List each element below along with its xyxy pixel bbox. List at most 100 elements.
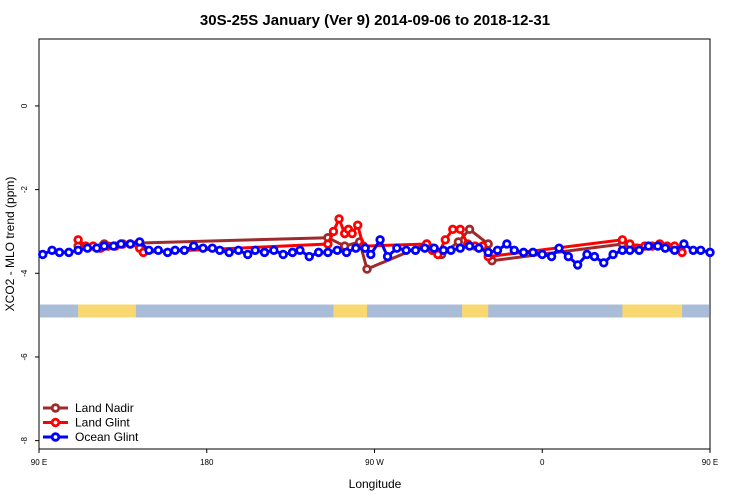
data-point-ocean-glint — [144, 245, 154, 255]
data-point-land-glint — [334, 214, 344, 224]
data-point-ocean-glint — [269, 245, 279, 255]
data-point-land-glint — [328, 226, 339, 237]
plot-area — [38, 38, 715, 450]
data-point-land-glint — [323, 239, 333, 249]
data-point-ocean-glint — [47, 245, 57, 255]
data-point-ocean-glint — [323, 247, 333, 258]
data-point-ocean-glint — [224, 247, 234, 258]
data-point-ocean-glint — [518, 247, 529, 258]
data-point-ocean-glint — [92, 243, 102, 253]
data-point-ocean-glint — [64, 247, 74, 258]
y-tick-label: -2 — [20, 186, 29, 194]
data-point-land-nadir — [362, 264, 372, 274]
data-point-ocean-glint — [38, 249, 48, 260]
data-point-ocean-glint — [189, 241, 199, 251]
data-point-ocean-glint — [528, 247, 538, 258]
legend-item-land-nadir: Land Nadir — [43, 401, 134, 415]
data-point-ocean-glint — [278, 249, 288, 260]
data-point-ocean-glint — [259, 247, 270, 258]
legend-item-ocean-glint: Ocean Glint — [43, 430, 139, 444]
data-point-land-glint — [73, 235, 83, 245]
data-point-ocean-glint — [401, 245, 411, 255]
data-point-ocean-glint — [446, 245, 456, 255]
chart-title: 30S-25S January (Ver 9) 2014-09-06 to 20… — [200, 12, 550, 29]
data-point-ocean-glint — [162, 247, 173, 258]
data-point-land-glint — [617, 235, 628, 245]
data-point-ocean-glint — [502, 239, 512, 249]
data-point-ocean-glint — [653, 241, 663, 251]
y-tick-label: -8 — [20, 437, 29, 445]
x-axis: 90 E 180 90 W 0 90 E — [31, 449, 718, 467]
data-point-ocean-glint — [438, 245, 449, 255]
data-point-ocean-glint — [546, 251, 557, 262]
data-point-ocean-glint — [483, 247, 493, 258]
x-tick-label: 90 E — [31, 458, 47, 467]
data-point-ocean-glint — [366, 249, 376, 260]
data-point-land-glint — [347, 228, 357, 239]
y-axis: 0 -2 -4 -6 -8 — [20, 103, 39, 444]
data-point-ocean-glint — [170, 245, 180, 255]
data-point-ocean-glint — [313, 247, 324, 258]
y-axis-label: XCO2 - MLO trend (ppm) — [3, 177, 17, 312]
data-point-ocean-glint — [207, 243, 218, 253]
data-point-ocean-glint — [688, 245, 698, 255]
data-point-ocean-glint — [116, 239, 126, 249]
legend-label: Ocean Glint — [75, 430, 139, 444]
data-point-ocean-glint — [351, 243, 361, 253]
series-layer — [38, 214, 715, 274]
legend-swatch-marker — [50, 403, 61, 413]
data-point-ocean-glint — [287, 247, 298, 258]
x-axis-label: Longitude — [349, 477, 402, 491]
legend-item-land-glint: Land Glint — [43, 416, 130, 430]
data-point-ocean-glint — [332, 245, 342, 255]
data-point-ocean-glint — [304, 251, 314, 262]
data-point-ocean-glint — [360, 243, 370, 253]
legend-swatch-marker — [50, 432, 61, 442]
data-point-ocean-glint — [695, 245, 706, 255]
data-point-ocean-glint — [572, 260, 583, 270]
data-point-ocean-glint — [669, 245, 680, 255]
data-point-land-glint — [455, 224, 465, 235]
data-point-ocean-glint — [582, 249, 592, 260]
data-point-ocean-glint — [625, 245, 635, 255]
data-point-ocean-glint — [153, 245, 163, 255]
data-point-ocean-glint — [455, 243, 465, 253]
data-point-ocean-glint — [679, 239, 689, 249]
data-point-land-glint — [353, 220, 363, 230]
data-point-ocean-glint — [392, 243, 402, 253]
series-ocean-glint — [38, 235, 715, 270]
data-point-ocean-glint — [420, 243, 430, 253]
data-point-ocean-glint — [295, 245, 305, 255]
data-point-ocean-glint — [215, 245, 225, 255]
data-point-land-glint — [440, 235, 451, 245]
data-point-ocean-glint — [617, 245, 628, 255]
data-point-land-nadir — [464, 224, 475, 235]
data-point-ocean-glint — [563, 251, 574, 262]
data-point-ocean-glint — [198, 243, 208, 253]
data-point-ocean-glint — [82, 243, 93, 253]
data-point-ocean-glint — [125, 239, 136, 249]
x-tick-label: 90 W — [365, 458, 384, 467]
data-point-ocean-glint — [509, 245, 519, 255]
data-point-ocean-glint — [410, 245, 421, 255]
data-point-ocean-glint — [660, 243, 670, 253]
data-point-ocean-glint — [375, 235, 385, 245]
data-point-ocean-glint — [73, 245, 83, 255]
data-point-ocean-glint — [492, 245, 503, 255]
data-point-ocean-glint — [429, 243, 439, 253]
x-tick-label: 0 — [540, 458, 545, 467]
data-point-land-glint — [448, 224, 458, 235]
data-point-ocean-glint — [108, 241, 119, 251]
data-point-ocean-glint — [554, 243, 564, 253]
data-point-ocean-glint — [134, 237, 145, 247]
data-point-ocean-glint — [382, 251, 393, 262]
data-point-ocean-glint — [608, 249, 618, 260]
y-tick-label: -4 — [20, 269, 29, 277]
x-tick-label: 180 — [200, 458, 214, 467]
data-point-ocean-glint — [341, 247, 352, 258]
data-point-land-glint — [677, 247, 687, 258]
data-point-ocean-glint — [705, 247, 715, 258]
data-point-ocean-glint — [243, 249, 253, 260]
